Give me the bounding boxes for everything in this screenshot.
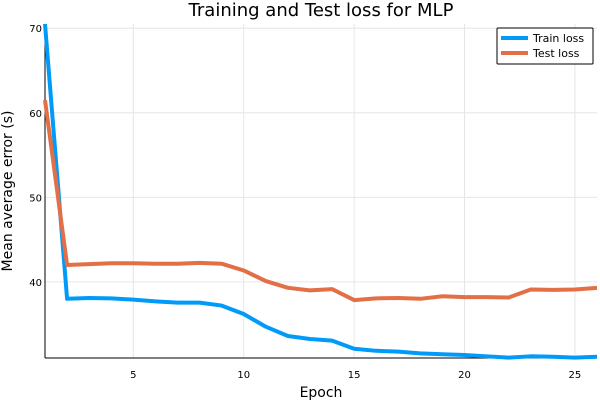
y-tick-labels: 40 50 60 70	[29, 24, 42, 289]
series-line-train-loss	[43, 23, 598, 360]
y-tick-label: 40	[29, 278, 42, 289]
legend: Train loss Test loss	[496, 27, 594, 65]
x-tick-label: 20	[458, 370, 471, 381]
series-line-test-loss	[43, 99, 598, 303]
legend-label-test: Test loss	[532, 47, 580, 60]
x-axis-title: Epoch	[300, 385, 343, 400]
legend-label-train: Train loss	[532, 32, 584, 45]
x-tick-label: 10	[237, 370, 250, 381]
x-tick-label: 15	[348, 370, 361, 381]
y-tick-label: 70	[29, 24, 42, 35]
x-tick-labels: 5 10 15 20 25	[130, 370, 581, 381]
x-tick-label: 25	[569, 370, 582, 381]
series-lines	[43, 23, 598, 360]
y-axis-title: Mean average error (s)	[0, 111, 16, 272]
chart-title: Training and Test loss for MLP	[188, 0, 454, 21]
y-tick-label: 60	[29, 109, 42, 120]
y-tick-label: 50	[29, 193, 42, 204]
x-tick-label: 5	[130, 370, 136, 381]
